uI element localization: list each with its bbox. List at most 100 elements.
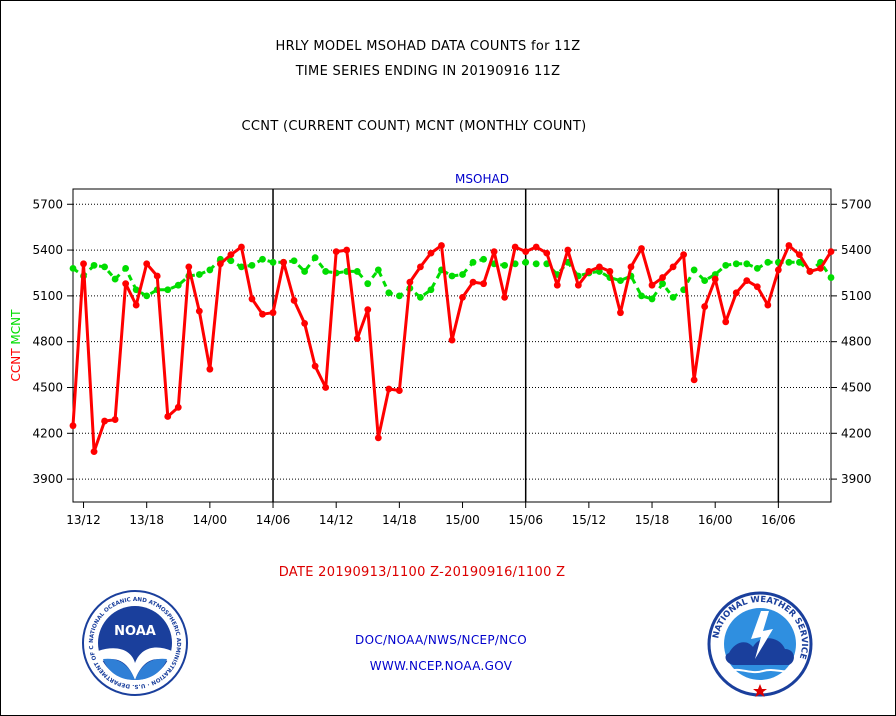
data-point-mcnt xyxy=(732,260,740,268)
data-point-mcnt xyxy=(164,286,172,294)
data-point-ccnt xyxy=(617,309,624,317)
x-tick-label: 13/18 xyxy=(129,513,164,527)
data-point-ccnt xyxy=(806,268,814,275)
plot-title: MSOHAD xyxy=(455,172,509,186)
data-point-mcnt xyxy=(617,277,624,285)
data-point-ccnt xyxy=(80,260,87,268)
data-point-ccnt xyxy=(522,248,530,256)
data-point-ccnt xyxy=(448,336,456,344)
data-point-ccnt xyxy=(680,251,688,259)
star-icon xyxy=(753,684,767,697)
data-point-ccnt xyxy=(322,384,330,391)
y-tick-label-right: 5700 xyxy=(841,197,872,211)
data-point-mcnt xyxy=(132,286,140,294)
data-point-mcnt xyxy=(290,257,298,265)
data-point-ccnt xyxy=(417,263,424,271)
data-point-ccnt xyxy=(722,318,730,326)
date-range-label: DATE 20190913/1100 Z-20190916/1100 Z xyxy=(278,565,566,580)
data-point-ccnt xyxy=(290,297,298,304)
plot-border xyxy=(72,188,832,503)
data-point-mcnt xyxy=(122,264,130,272)
data-point-ccnt xyxy=(659,274,666,281)
x-tick-label: 15/12 xyxy=(572,513,607,527)
data-point-ccnt xyxy=(796,251,803,259)
data-point-mcnt xyxy=(69,264,77,272)
data-point-mcnt xyxy=(690,266,698,274)
data-point-ccnt xyxy=(490,248,498,256)
data-point-ccnt xyxy=(753,283,761,291)
data-point-mcnt xyxy=(227,257,235,265)
x-tick-label: 14/12 xyxy=(319,513,354,527)
data-point-ccnt xyxy=(648,281,656,289)
data-point-ccnt xyxy=(459,294,466,301)
data-point-ccnt xyxy=(374,434,382,442)
org-label: DOC/NOAA/NWS/NCEP/NCO xyxy=(355,633,527,647)
x-tick-label: 15/00 xyxy=(445,513,480,527)
data-point-mcnt xyxy=(785,258,793,266)
data-point-mcnt xyxy=(648,295,656,303)
data-point-ccnt xyxy=(343,246,351,254)
data-point-ccnt xyxy=(280,258,287,266)
data-point-mcnt xyxy=(638,292,645,300)
data-point-ccnt xyxy=(732,289,740,297)
chart-subtitle: CCNT (CURRENT COUNT) MCNT (MONTHLY COUNT… xyxy=(241,119,587,134)
data-point-mcnt xyxy=(701,277,709,285)
data-point-mcnt xyxy=(417,294,424,301)
data-point-ccnt xyxy=(638,245,645,252)
data-point-ccnt xyxy=(101,417,108,425)
data-point-mcnt xyxy=(722,261,730,269)
data-point-mcnt xyxy=(480,255,487,263)
data-point-ccnt xyxy=(164,413,172,420)
y-tick-label-left: 5400 xyxy=(32,243,63,257)
data-point-mcnt xyxy=(501,261,509,269)
data-point-ccnt xyxy=(143,260,151,268)
data-point-mcnt xyxy=(259,255,266,263)
x-tick-label: 15/06 xyxy=(508,513,543,527)
y-tick-label-left: 4200 xyxy=(32,426,63,440)
x-tick-label: 16/06 xyxy=(761,513,796,527)
y-tick-label-left: 5100 xyxy=(32,289,63,303)
data-point-mcnt xyxy=(659,280,666,288)
data-point-mcnt xyxy=(101,263,108,271)
data-point-ccnt xyxy=(690,376,698,384)
data-point-mcnt xyxy=(195,271,203,278)
data-point-ccnt xyxy=(353,335,361,343)
x-tick-label: 14/00 xyxy=(193,513,228,527)
data-point-ccnt xyxy=(480,280,487,288)
data-point-ccnt xyxy=(406,278,414,286)
data-point-mcnt xyxy=(269,258,277,266)
data-point-ccnt xyxy=(132,301,140,309)
data-point-mcnt xyxy=(111,275,119,283)
data-point-ccnt xyxy=(395,387,403,394)
data-point-ccnt xyxy=(827,248,835,256)
x-tick-label: 13/12 xyxy=(66,513,101,527)
data-point-mcnt xyxy=(385,289,393,297)
y-axis-label: CCNT MCNT xyxy=(9,309,23,382)
data-point-ccnt xyxy=(701,303,709,310)
data-point-mcnt xyxy=(827,274,835,281)
data-point-mcnt xyxy=(469,258,477,266)
data-point-mcnt xyxy=(248,261,256,269)
y-tick-label-left: 3900 xyxy=(32,472,63,486)
data-point-ccnt xyxy=(185,263,193,271)
data-point-mcnt xyxy=(753,264,761,272)
data-point-ccnt xyxy=(301,319,309,327)
data-point-ccnt xyxy=(711,275,719,283)
data-point-ccnt xyxy=(153,272,161,280)
y-tick-label-left: 4800 xyxy=(32,335,63,349)
data-point-ccnt xyxy=(206,365,214,373)
y-axis-label-mcnt: MCNT xyxy=(9,309,23,345)
data-point-mcnt xyxy=(311,254,319,262)
data-point-ccnt xyxy=(227,251,235,259)
data-point-mcnt xyxy=(374,266,382,274)
data-point-ccnt xyxy=(743,277,751,285)
data-point-ccnt xyxy=(216,260,224,268)
website-link[interactable]: WWW.NCEP.NOAA.GOV xyxy=(369,659,513,673)
data-point-mcnt xyxy=(301,268,309,275)
data-point-ccnt xyxy=(817,264,824,272)
data-point-ccnt xyxy=(553,281,561,289)
data-point-mcnt xyxy=(796,258,803,266)
data-point-ccnt xyxy=(248,295,256,303)
data-point-mcnt xyxy=(395,292,403,300)
